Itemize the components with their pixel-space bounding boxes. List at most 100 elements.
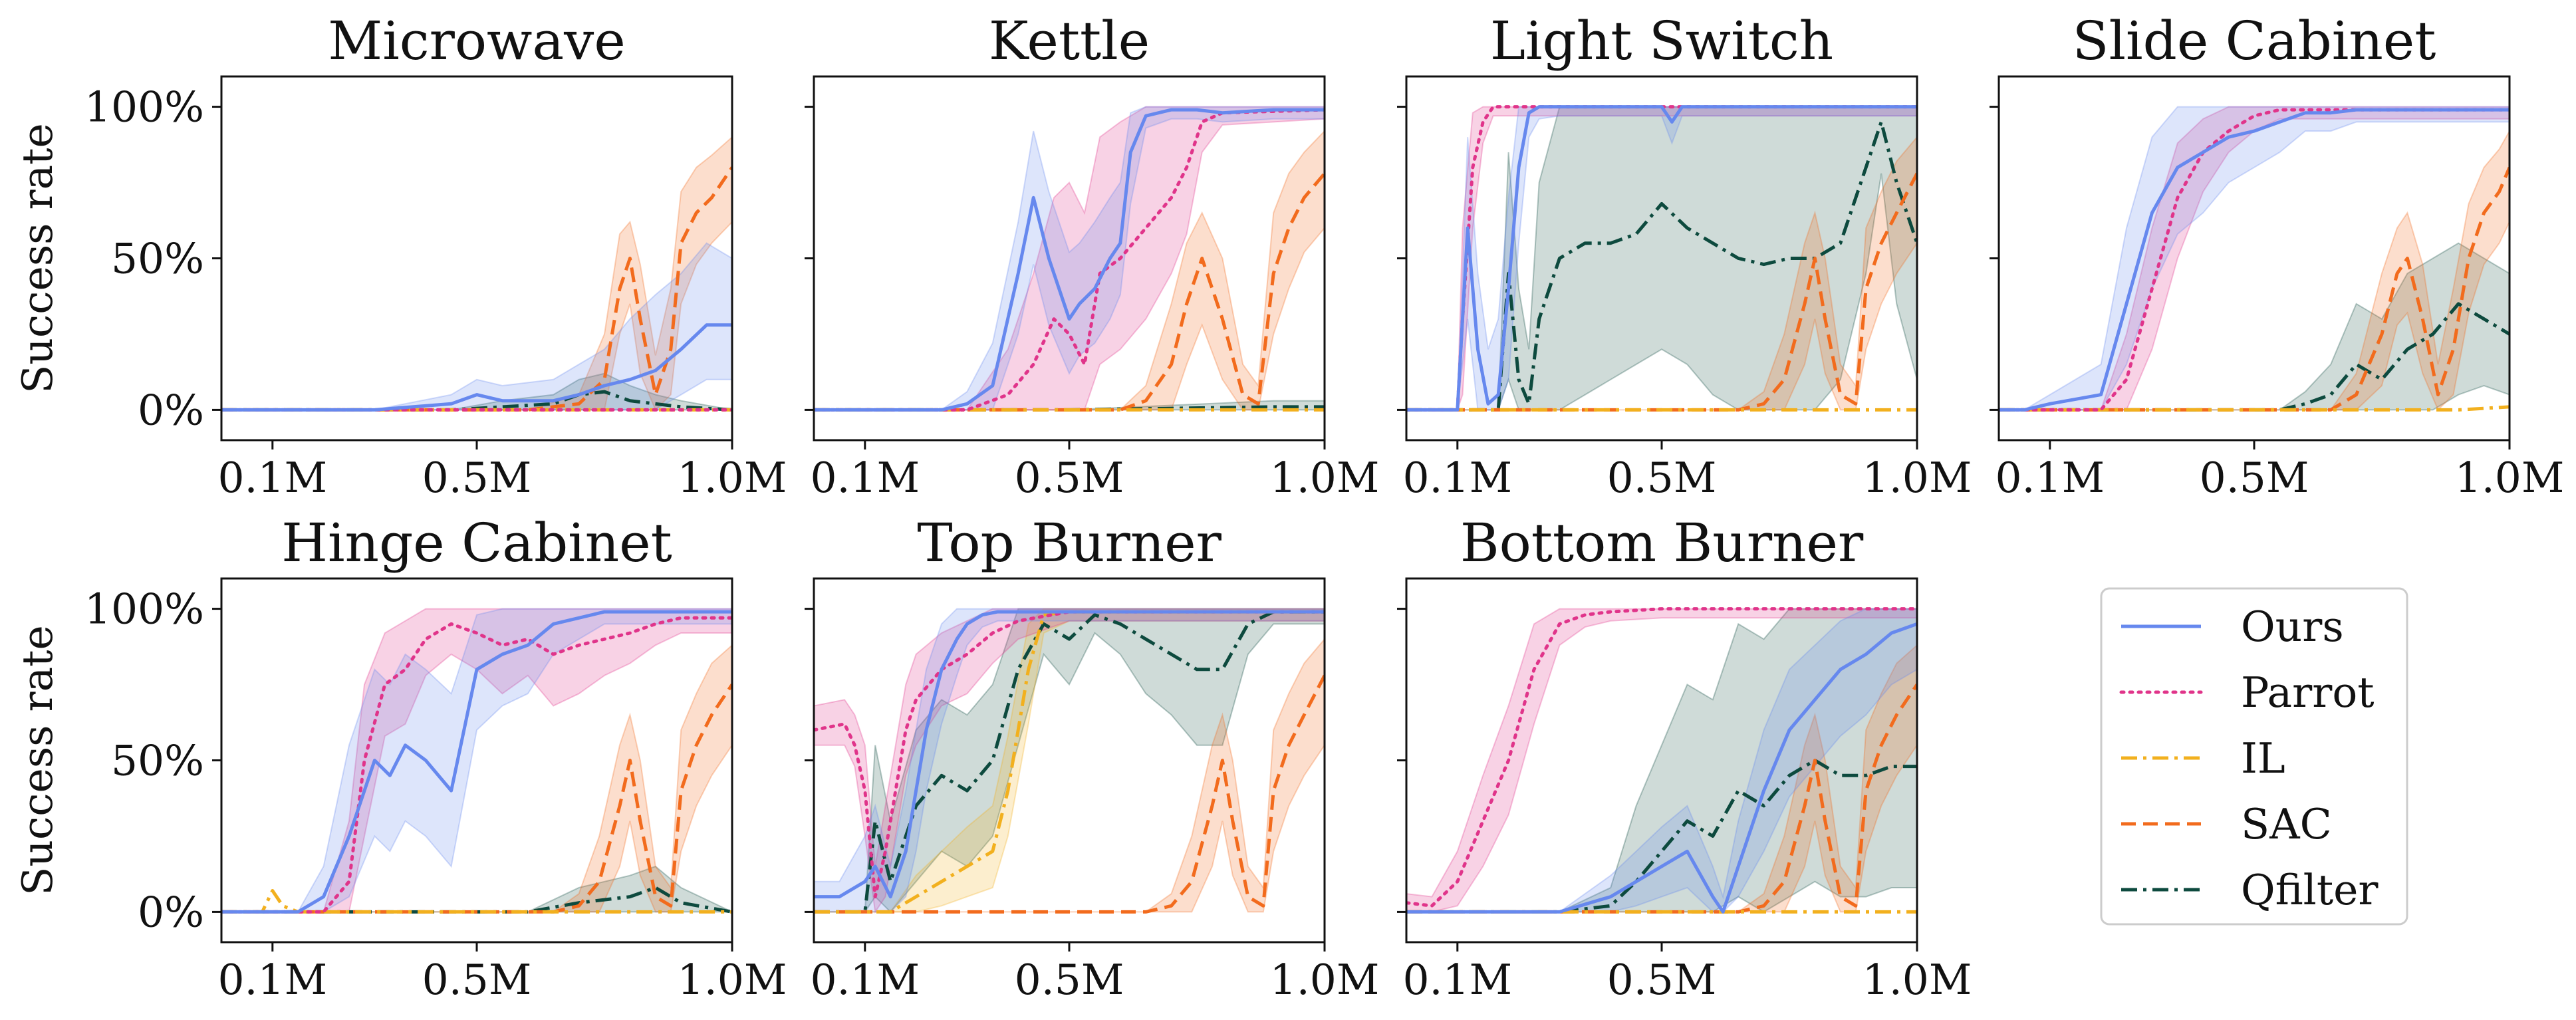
y-tick-label: 50% xyxy=(111,737,204,785)
band-sac xyxy=(1406,136,1917,411)
x-tick-label: 1.0M xyxy=(678,956,787,1004)
panel-top-burner: 0.1M 0.5M 1.0M Top Burner xyxy=(805,512,1379,1004)
line-parrot xyxy=(814,610,1325,899)
panel-slide-cabinet: 0.1M 0.5M 1.0M Slide Cabinet xyxy=(1990,10,2564,502)
legend-label-ours: Ours xyxy=(2241,602,2344,651)
x-tick-label: 0.1M xyxy=(810,956,920,1004)
x-tick-label: 0.1M xyxy=(1402,453,1512,502)
panel-hinge-cabinet: 0.1M 0.5M 1.0M 0% 50% 100% Success rate Hinge C… xyxy=(13,512,787,1004)
x-tick-label: 0.1M xyxy=(810,453,920,502)
panel-title: Light Switch xyxy=(1490,10,1833,72)
panel-title: Top Burner xyxy=(917,512,1222,574)
line-il xyxy=(1999,405,2510,412)
legend: Ours Parrot IL SAC Qfilter xyxy=(2100,587,2408,926)
panel-title: Microwave xyxy=(328,10,625,72)
plot-area xyxy=(1999,106,2510,412)
band-parrot xyxy=(1406,608,1917,913)
legend-label-qfilter: Qfilter xyxy=(2241,866,2379,914)
line-sac xyxy=(1406,172,1917,412)
plot-area xyxy=(1406,105,1917,412)
band-sac xyxy=(221,644,732,913)
y-axis-label: Success rate xyxy=(13,625,62,896)
line-sac xyxy=(221,166,732,412)
legend-label-parrot: Parrot xyxy=(2241,668,2375,717)
line-sac xyxy=(814,172,1325,412)
line-qfilter xyxy=(221,886,732,914)
x-tick-label: 1.0M xyxy=(2455,453,2565,502)
band-ours xyxy=(814,106,1325,411)
band-sac xyxy=(814,638,1325,913)
line-ours xyxy=(1999,108,2510,412)
line-ours xyxy=(221,323,732,412)
panel-microwave: 0.1M 0.5M 1.0M 0% 50% 100% Success rate Microwa… xyxy=(13,10,787,502)
band-parrot xyxy=(1406,106,1917,411)
y-axis-label: Success rate xyxy=(13,123,62,394)
x-tick-label: 0.5M xyxy=(422,453,532,502)
plot-area xyxy=(814,106,1325,412)
panel-light-switch: 0.1M 0.5M 1.0M Light Switch xyxy=(1397,10,1972,502)
band-qfilter xyxy=(814,608,1325,913)
line-sac xyxy=(1406,684,1917,914)
panel-title: Kettle xyxy=(989,10,1150,72)
panel-title: Slide Cabinet xyxy=(2073,10,2436,72)
x-tick-label: 1.0M xyxy=(678,453,787,502)
panel-kettle: 0.1M 0.5M 1.0M Kettle xyxy=(805,10,1379,502)
x-tick-label: 0.1M xyxy=(1402,956,1512,1004)
x-tick-label: 1.0M xyxy=(1863,956,1972,1004)
plot-area xyxy=(814,608,1325,914)
band-sac xyxy=(1406,644,1917,913)
band-ours xyxy=(221,242,732,411)
line-qfilter xyxy=(1406,120,1917,412)
line-ours xyxy=(221,610,732,914)
line-il xyxy=(814,610,1325,914)
panel-title: Bottom Burner xyxy=(1460,512,1864,574)
legend-label-il: IL xyxy=(2241,734,2285,783)
line-qfilter xyxy=(1406,759,1917,914)
line-parrot xyxy=(814,108,1325,412)
x-tick-label: 0.5M xyxy=(1607,956,1717,1004)
x-tick-label: 0.5M xyxy=(1015,956,1124,1004)
legend-box xyxy=(2100,587,2408,926)
panels: 0.1M 0.5M 1.0M 0% 50% 100% Success rate Microwa… xyxy=(13,10,2564,1004)
line-sac xyxy=(221,684,732,914)
band-ours xyxy=(1406,608,1917,913)
line-ours xyxy=(1406,622,1917,914)
band-sac xyxy=(1999,130,2510,412)
band-parrot xyxy=(1999,106,2510,411)
line-ours xyxy=(814,610,1325,899)
x-tick-label: 1.0M xyxy=(1270,956,1380,1004)
y-tick-label: 100% xyxy=(84,83,204,132)
x-tick-label: 1.0M xyxy=(1863,453,1972,502)
x-tick-label: 0.1M xyxy=(217,453,327,502)
x-tick-label: 1.0M xyxy=(1270,453,1380,502)
line-parrot xyxy=(1406,607,1917,908)
y-tick-label: 0% xyxy=(138,386,204,434)
x-tick-label: 0.1M xyxy=(1995,453,2105,502)
line-qfilter xyxy=(814,610,1325,914)
line-parrot xyxy=(221,616,732,914)
band-sac xyxy=(221,136,732,412)
band-ours xyxy=(814,608,1325,913)
band-il xyxy=(814,608,1325,913)
line-ours xyxy=(1406,105,1917,412)
y-tick-label: 100% xyxy=(84,585,204,634)
y-tick-label: 0% xyxy=(138,888,204,936)
panel-title: Hinge Cabinet xyxy=(281,512,672,574)
x-tick-label: 0.5M xyxy=(1607,453,1717,502)
x-tick-label: 0.1M xyxy=(217,956,327,1004)
plot-area xyxy=(221,136,732,412)
band-sac xyxy=(814,130,1325,411)
band-parrot xyxy=(814,608,1325,914)
line-sac xyxy=(814,674,1325,914)
band-ours xyxy=(1999,106,2510,411)
plot-area xyxy=(1406,607,1917,914)
x-tick-label: 0.5M xyxy=(1015,453,1124,502)
x-tick-label: 0.5M xyxy=(2200,453,2309,502)
panel-bottom-burner: 0.1M 0.5M 1.0M Bottom Burner xyxy=(1397,512,1972,1004)
line-sac xyxy=(1999,166,2510,412)
legend-label-sac: SAC xyxy=(2241,800,2332,848)
line-ours xyxy=(814,108,1325,412)
x-tick-label: 0.5M xyxy=(422,956,532,1004)
plot-area xyxy=(221,608,732,914)
